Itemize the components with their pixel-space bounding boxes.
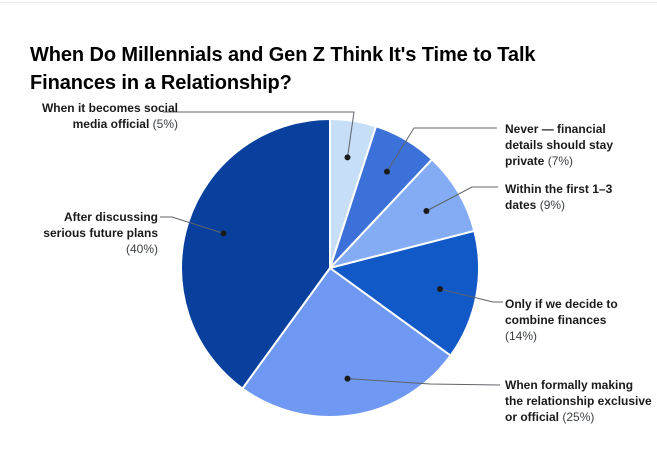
pie-slice-3: [329, 229, 480, 357]
slice-label-future-plans: After discussing serious future plans (4…: [30, 209, 158, 257]
slice-percent-text: (14%): [505, 329, 538, 343]
slice-percent-text: (25%): [562, 410, 595, 424]
leader-line-2: [426, 186, 498, 212]
leader-dot-1: [384, 168, 390, 175]
leader-line-4: [347, 378, 501, 386]
slice-label-social-media-official: When it becomes social media official (5…: [38, 100, 178, 132]
slice-label-first-dates: Within the first 1–3 dates (9%): [505, 181, 635, 213]
leader-line-0: [163, 111, 355, 158]
leader-dot-2: [423, 208, 430, 214]
pie-slices: [180, 118, 480, 418]
leader-line-1: [386, 127, 497, 172]
leader-line-5: [160, 216, 224, 234]
slice-percent-text: (5%): [152, 117, 178, 131]
leader-lines: [160, 111, 503, 386]
slice-label-relationship-official: When formally making the relationship ex…: [505, 377, 653, 425]
slice-label-text: Never — financial details should stay pr…: [505, 122, 614, 168]
slice-percent-text: (9%): [539, 198, 566, 212]
slice-percent-text: (40%): [125, 242, 158, 256]
slice-label-never-private: Never — financial details should stay pr…: [505, 121, 635, 169]
pie-slice-2: [329, 158, 476, 269]
leader-dot-0: [344, 154, 351, 161]
slice-label-text: When it becomes social media official: [41, 101, 178, 131]
leader-dot-4: [344, 375, 351, 382]
leader-dot-3: [437, 286, 443, 292]
leader-line-3: [439, 288, 503, 303]
slice-label-text: Only if we decide to combine finances: [505, 297, 618, 327]
slice-label-text: After discussing serious future plans: [43, 210, 158, 240]
slice-label-text: Within the first 1–3 dates: [505, 182, 613, 212]
chart-title: When Do Millennials and Gen Z Think It's…: [30, 44, 536, 95]
leader-dot-5: [220, 230, 227, 237]
slice-percent-text: (7%): [547, 154, 574, 168]
slice-label-combine-finances: Only if we decide to combine finances (1…: [505, 296, 635, 344]
pie-slice-4: [241, 267, 452, 418]
top-border-divider: [0, 2, 657, 3]
slice-label-text: When formally making the relationship ex…: [505, 378, 652, 424]
